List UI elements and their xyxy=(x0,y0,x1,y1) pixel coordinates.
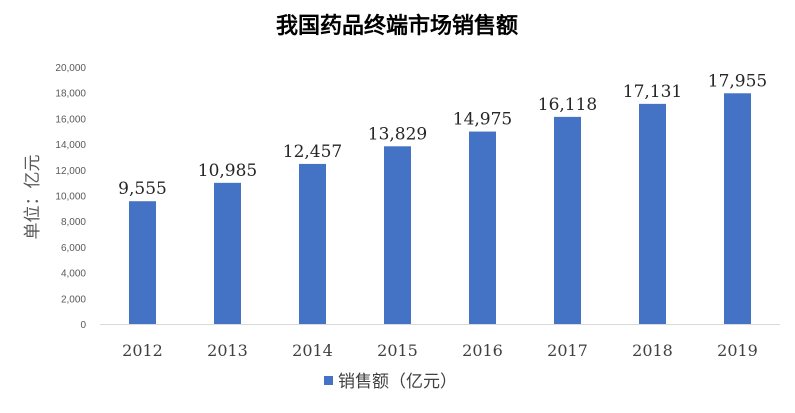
bar-2017 xyxy=(554,116,581,324)
legend-swatch xyxy=(324,376,333,385)
x-tick-label: 2015 xyxy=(377,341,418,360)
x-tick-label: 2012 xyxy=(122,341,163,360)
data-label-2014: 12,457 xyxy=(283,142,342,162)
bar-2015 xyxy=(384,146,411,324)
x-tick-label: 2013 xyxy=(207,341,248,360)
y-tick-label: 0 xyxy=(80,320,86,331)
data-labels: 9,555 10,985 12,457 13,829 14,975 16,118 17,13… xyxy=(118,71,767,199)
bar-2018 xyxy=(639,103,666,324)
y-tick-label: 2,000 xyxy=(61,294,86,305)
x-axis-ticks: 2012 2013 2014 2015 2016 2017 2018 2019 xyxy=(122,341,758,360)
data-label-2016: 14,975 xyxy=(453,110,512,130)
y-tick-label: 20,000 xyxy=(55,63,86,74)
x-tick-label: 2016 xyxy=(462,341,503,360)
y-axis-label: 单位：亿元 xyxy=(23,155,43,240)
y-tick-label: 14,000 xyxy=(55,140,86,151)
bar-2019 xyxy=(724,93,751,324)
data-label-2017: 16,118 xyxy=(538,95,597,115)
data-label-2019: 17,955 xyxy=(708,71,767,91)
y-tick-label: 4,000 xyxy=(61,269,86,280)
y-tick-label: 8,000 xyxy=(61,217,86,228)
y-axis-ticks: 0 2,000 4,000 6,000 8,000 10,000 12,000 14,000 1… xyxy=(55,63,86,331)
y-tick-label: 16,000 xyxy=(55,114,86,125)
legend-label: 销售额（亿元） xyxy=(338,372,457,392)
x-tick-label: 2019 xyxy=(717,341,758,360)
bars xyxy=(129,93,751,324)
bar-2012 xyxy=(129,201,156,324)
x-tick-label: 2014 xyxy=(292,341,333,360)
y-tick-label: 12,000 xyxy=(55,166,86,177)
bar-2013 xyxy=(214,182,241,324)
y-tick-label: 18,000 xyxy=(55,89,86,100)
y-tick-label: 10,000 xyxy=(55,192,86,203)
y-tick-label: 6,000 xyxy=(61,243,86,254)
legend: 销售额（亿元） xyxy=(324,372,457,392)
bar-2016 xyxy=(469,131,496,324)
x-tick-label: 2018 xyxy=(632,341,673,360)
chart-title: 我国药品终端市场销售额 xyxy=(276,13,518,39)
x-tick-label: 2017 xyxy=(547,341,588,360)
bar-2014 xyxy=(299,163,326,324)
data-label-2012: 9,555 xyxy=(118,179,167,199)
data-label-2013: 10,985 xyxy=(198,161,257,181)
data-label-2018: 17,131 xyxy=(623,82,682,102)
data-label-2015: 13,829 xyxy=(368,124,427,144)
